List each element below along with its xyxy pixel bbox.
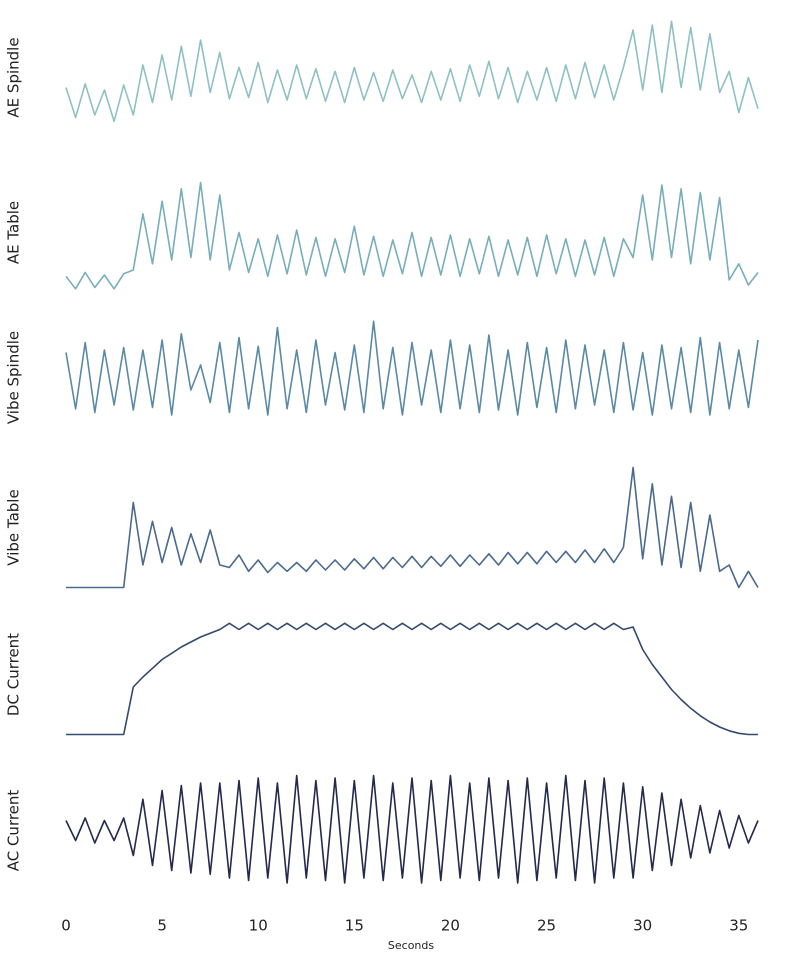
y-axis-label: AE Table [5,201,23,264]
x-tick-label: 10 [249,917,268,935]
y-axis-label: AC Current [5,790,23,872]
x-tick-label: 30 [633,917,652,935]
x-tick-label: 25 [537,917,556,935]
y-axis-label: Vibe Spindle [5,331,23,424]
x-tick-label: 0 [61,917,71,935]
signal-line [65,320,759,416]
x-axis-label: Seconds [388,939,434,952]
y-axis-label: Vibe Table [5,489,23,565]
x-tick-label: 20 [441,917,460,935]
y-axis-label: AE Spindle [5,37,23,117]
x-tick-label: 15 [345,917,364,935]
signal-line [66,622,758,736]
signal-line [66,466,759,589]
x-tick-label: 5 [157,917,167,935]
x-tick-label: 35 [729,917,748,935]
signal-line [65,181,759,290]
y-axis-label: DC Current [5,633,23,716]
signal-line [65,774,759,884]
signal-line [65,20,759,123]
